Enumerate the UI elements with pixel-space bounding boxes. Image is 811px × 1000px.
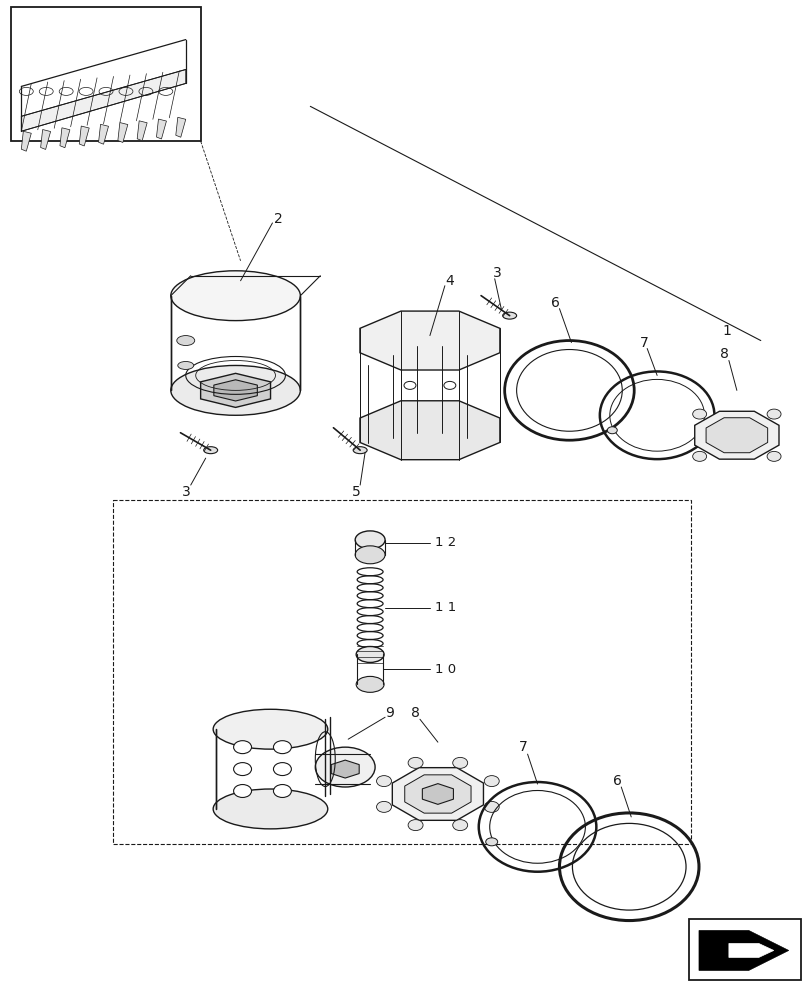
- Text: 4: 4: [445, 274, 453, 288]
- Ellipse shape: [356, 646, 384, 662]
- Text: 1: 1: [722, 324, 731, 338]
- Polygon shape: [728, 943, 773, 957]
- Bar: [11, 7, 200, 141]
- Text: 3: 3: [493, 266, 501, 280]
- Bar: [113, 500, 690, 844]
- Text: 1 0: 1 0: [435, 663, 456, 676]
- Text: 9: 9: [385, 706, 394, 720]
- Polygon shape: [200, 373, 270, 407]
- Polygon shape: [21, 69, 186, 131]
- Ellipse shape: [353, 447, 367, 454]
- Polygon shape: [698, 931, 787, 970]
- Ellipse shape: [485, 838, 497, 846]
- Ellipse shape: [444, 381, 455, 389]
- Text: 3: 3: [182, 485, 191, 499]
- Ellipse shape: [213, 709, 328, 749]
- Polygon shape: [98, 124, 109, 144]
- Polygon shape: [694, 411, 778, 459]
- Ellipse shape: [170, 271, 300, 321]
- Ellipse shape: [356, 676, 384, 692]
- Text: 6: 6: [612, 774, 621, 788]
- Text: 6: 6: [551, 296, 560, 310]
- Ellipse shape: [178, 361, 194, 369]
- Bar: [689, 919, 800, 980]
- Ellipse shape: [483, 776, 499, 787]
- Ellipse shape: [692, 409, 706, 419]
- Text: 7: 7: [518, 740, 527, 754]
- Polygon shape: [706, 418, 766, 453]
- Ellipse shape: [453, 820, 467, 831]
- Ellipse shape: [234, 785, 251, 797]
- Ellipse shape: [234, 763, 251, 776]
- Ellipse shape: [273, 741, 291, 754]
- Ellipse shape: [177, 336, 195, 346]
- Polygon shape: [359, 401, 500, 460]
- Ellipse shape: [213, 789, 328, 829]
- Polygon shape: [118, 123, 127, 142]
- Text: 1 1: 1 1: [435, 601, 456, 614]
- Ellipse shape: [376, 801, 391, 812]
- Ellipse shape: [273, 785, 291, 797]
- Ellipse shape: [453, 757, 467, 768]
- Ellipse shape: [766, 409, 780, 419]
- Ellipse shape: [234, 741, 251, 754]
- Ellipse shape: [315, 747, 375, 787]
- Polygon shape: [137, 121, 147, 141]
- Polygon shape: [359, 311, 500, 370]
- Text: 8: 8: [410, 706, 419, 720]
- Polygon shape: [213, 380, 257, 401]
- Polygon shape: [404, 775, 470, 813]
- Ellipse shape: [354, 531, 384, 549]
- Ellipse shape: [483, 801, 499, 812]
- Polygon shape: [392, 768, 483, 820]
- Ellipse shape: [376, 776, 391, 787]
- Ellipse shape: [273, 763, 291, 776]
- Ellipse shape: [170, 365, 300, 415]
- Ellipse shape: [204, 447, 217, 454]
- Ellipse shape: [408, 820, 423, 831]
- Polygon shape: [41, 130, 50, 149]
- Text: 5: 5: [351, 485, 360, 499]
- Polygon shape: [21, 131, 32, 151]
- Ellipse shape: [408, 757, 423, 768]
- Text: 1 2: 1 2: [435, 536, 456, 549]
- Polygon shape: [157, 119, 166, 139]
- Polygon shape: [60, 128, 70, 148]
- Polygon shape: [331, 760, 358, 778]
- Ellipse shape: [766, 451, 780, 461]
- Polygon shape: [422, 784, 453, 804]
- Text: 7: 7: [639, 336, 648, 350]
- Ellipse shape: [607, 427, 616, 434]
- Ellipse shape: [354, 546, 384, 564]
- Text: 8: 8: [719, 347, 728, 361]
- Text: 2: 2: [274, 212, 282, 226]
- Polygon shape: [79, 126, 89, 146]
- Ellipse shape: [404, 381, 415, 389]
- Ellipse shape: [692, 451, 706, 461]
- Ellipse shape: [502, 312, 516, 319]
- Polygon shape: [175, 117, 186, 137]
